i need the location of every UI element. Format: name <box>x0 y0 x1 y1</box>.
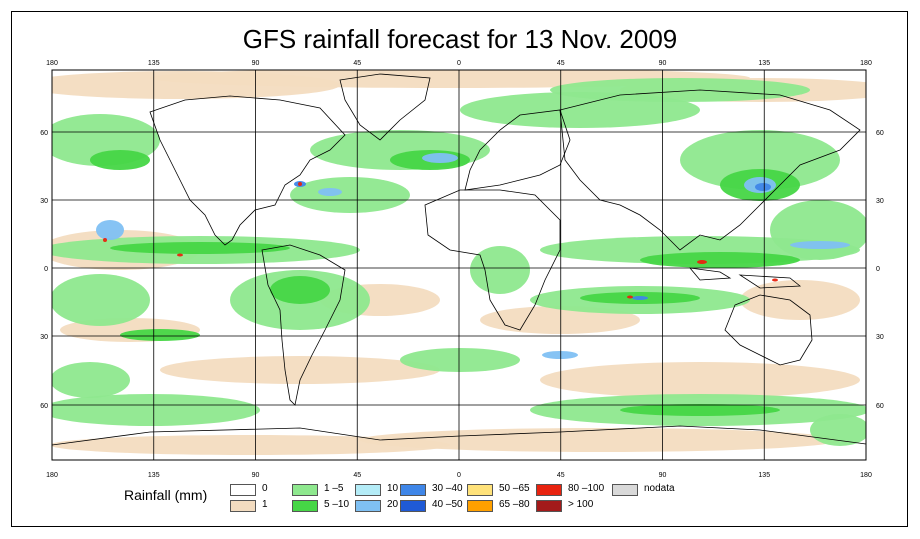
legend-label: 1 –5 <box>324 483 344 494</box>
top-lon-label: 135 <box>148 60 160 67</box>
bottom-lon-label: 90 <box>659 472 667 479</box>
bottom-lon-label: 90 <box>252 472 260 479</box>
left-lat-label: 30 <box>40 334 48 341</box>
legend-swatch <box>292 500 318 512</box>
top-lon-label: 45 <box>353 60 361 67</box>
left-lat-label: 60 <box>40 130 48 137</box>
bottom-lon-label: 0 <box>457 472 461 479</box>
legend-swatch <box>400 500 426 512</box>
rainfall-field <box>52 70 866 455</box>
top-lon-label: 45 <box>557 60 565 67</box>
legend-label: 1 <box>262 499 268 510</box>
legend-swatch <box>400 484 426 496</box>
map-border <box>51 69 867 461</box>
legend-swatch <box>230 484 256 496</box>
right-lat-label: 0 <box>876 266 880 273</box>
legend-label: 40 –50 <box>432 499 463 510</box>
top-lon-label: 180 <box>860 60 872 67</box>
legend-swatch <box>355 500 381 512</box>
right-lat-label: 60 <box>876 403 884 410</box>
bottom-lon-label: 180 <box>860 472 872 479</box>
legend-label: 30 –40 <box>432 483 463 494</box>
legend-label: 80 –100 <box>568 483 605 494</box>
legend-label: 0 <box>262 483 268 494</box>
right-lat-label: 30 <box>876 334 884 341</box>
bottom-lon-label: 45 <box>353 472 361 479</box>
graticule <box>52 70 866 460</box>
left-lat-label: 60 <box>40 403 48 410</box>
top-lon-label: 90 <box>659 60 667 67</box>
coastlines <box>52 73 866 446</box>
legend-swatch <box>536 484 562 496</box>
left-lat-label: 30 <box>40 198 48 205</box>
legend-swatch <box>292 484 318 496</box>
right-lat-label: 30 <box>876 198 884 205</box>
top-lon-label: 180 <box>46 60 58 67</box>
legend-swatch <box>230 500 256 512</box>
legend-label: > 100 <box>568 499 594 510</box>
legend-swatch <box>355 484 381 496</box>
legend-label: nodata <box>644 483 675 494</box>
legend-label: 65 –80 <box>499 499 530 510</box>
bottom-lon-label: 45 <box>557 472 565 479</box>
legend-swatch <box>536 500 562 512</box>
tick-labels: 180 180 135 135 90 90 45 45 0 0 45 45 90 90 135 135 180 1… <box>40 60 884 479</box>
left-lat-label: 0 <box>44 266 48 273</box>
legend-swatch <box>467 484 493 496</box>
bottom-lon-label: 135 <box>758 472 770 479</box>
map-title: GFS rainfall forecast for 13 Nov. 2009 <box>242 24 678 54</box>
top-lon-label: 135 <box>758 60 770 67</box>
bottom-lon-label: 180 <box>46 472 58 479</box>
top-lon-label: 90 <box>252 60 260 67</box>
legend-label: 50 –65 <box>499 483 530 494</box>
legend-swatch <box>612 484 638 496</box>
legend-title: Rainfall (mm) <box>124 487 208 503</box>
legend-label: 5 –10 <box>324 499 350 510</box>
legend-swatch <box>467 500 493 512</box>
top-lon-label: 0 <box>457 60 461 67</box>
right-lat-label: 60 <box>876 130 884 137</box>
bottom-lon-label: 135 <box>148 472 160 479</box>
